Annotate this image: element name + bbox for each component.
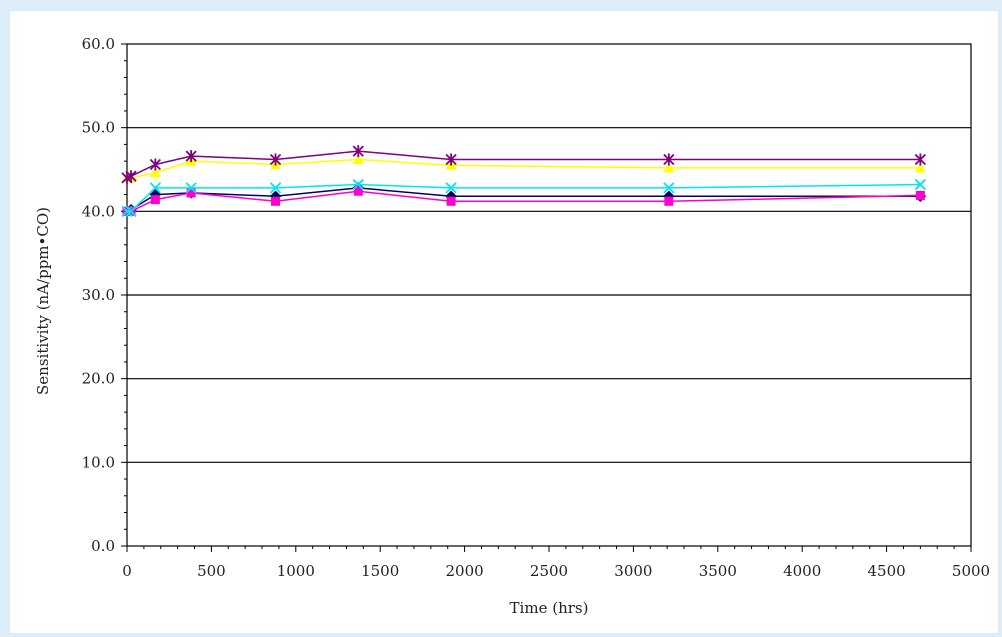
x-point [663,182,675,194]
square-point [446,196,456,206]
y-tick-label: 30.0 [82,286,115,304]
star-point [185,150,197,163]
star-point [914,153,926,166]
series-4 [121,178,926,217]
axis-layer: 0.0 10.0 20.0 30.0 40.0 50.0 60.0 0 500 1000 1500 2… [82,35,991,580]
x-point [445,182,457,194]
x-point [125,205,137,217]
square-point [150,195,160,205]
x-point [149,182,161,194]
x-point [914,178,926,191]
x-point [269,182,282,194]
triangle-point [663,162,675,173]
square-point [664,196,674,206]
star-point [125,170,137,183]
x-tick-label: 1500 [361,562,399,580]
x-tick-label: 4000 [783,562,821,580]
y-axis-title: Sensitivity (nA/ppm•CO) [34,207,52,395]
x-tick-label: 3500 [699,562,737,580]
x-axis-title: Time (hrs) [510,599,589,617]
series-line [126,187,921,213]
x-tick-label: 5000 [952,562,990,580]
triangle-point [149,167,161,178]
y-tick-label: 20.0 [82,370,115,388]
series-line [127,158,921,179]
star-point [269,153,282,166]
y-tick-label: 10.0 [82,453,115,471]
x-point [352,178,364,191]
x-tick-label: 2500 [530,562,568,580]
square-point [271,196,281,206]
star-point [149,158,161,171]
square-point [353,186,363,196]
x-tick-label: 0 [122,562,132,580]
x-point [121,205,133,217]
series-line [127,190,921,213]
x-tick-label: 4500 [868,562,906,580]
y-tick-label: 60.0 [82,35,115,53]
series-layer [121,145,927,218]
sensitivity-chart: 0.0 10.0 20.0 30.0 40.0 50.0 60.0 0 500 1000 1500 2… [34,35,991,617]
square-point [915,190,925,200]
y-tick-label: 50.0 [82,119,115,137]
series-line [126,150,921,179]
x-tick-label: 1000 [277,562,315,580]
star-point [445,153,457,166]
y-tick-label: 0.0 [91,537,115,555]
x-tick-label: 3000 [614,562,652,580]
y-tick-label: 40.0 [82,202,115,220]
x-point [185,182,197,194]
triangle-point [352,153,364,164]
square-point [186,188,196,198]
star-point [352,145,364,158]
star-point [663,153,675,166]
series-5 [121,145,926,184]
chart-panel: 0.0 10.0 20.0 30.0 40.0 50.0 60.0 0 500 1000 1500 2… [10,11,998,633]
x-tick-label: 2000 [446,562,484,580]
grid-layer [127,127,971,463]
x-tick-label: 500 [197,562,226,580]
triangle-point [914,162,926,173]
